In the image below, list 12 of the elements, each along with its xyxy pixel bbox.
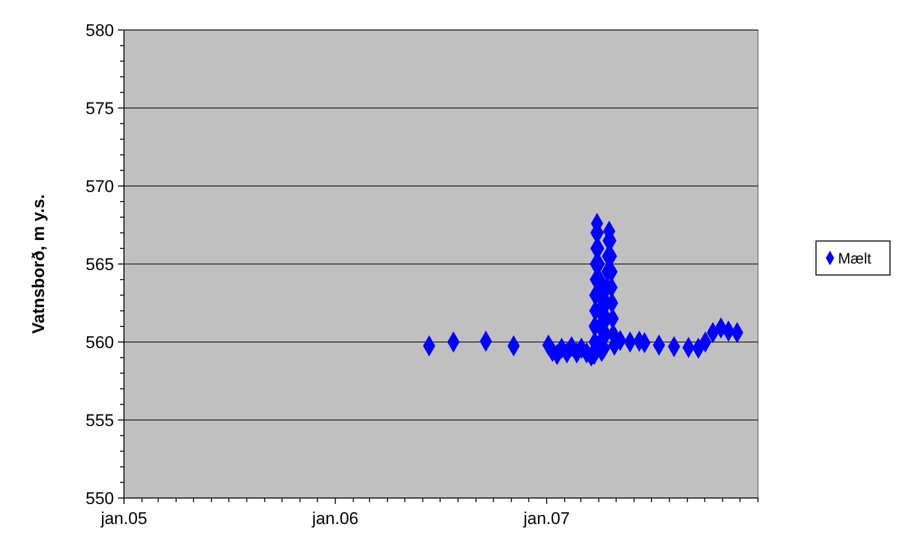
y-tick-label: 560 xyxy=(86,332,114,352)
legend-label: Mælt xyxy=(838,250,872,268)
x-tick-label: jan.06 xyxy=(311,509,358,528)
x-tick-label: jan.05 xyxy=(100,509,148,528)
y-axis-title: Vatnsborð, m y.s. xyxy=(29,194,48,334)
y-tick-label: 555 xyxy=(86,410,114,430)
y-tick-label: 575 xyxy=(86,98,114,118)
x-tick-label: jan.07 xyxy=(522,509,570,528)
y-tick-label: 580 xyxy=(86,20,114,40)
y-tick-label: 570 xyxy=(86,176,114,196)
y-tick-label: 550 xyxy=(86,488,114,508)
y-tick-label: 565 xyxy=(86,254,114,274)
